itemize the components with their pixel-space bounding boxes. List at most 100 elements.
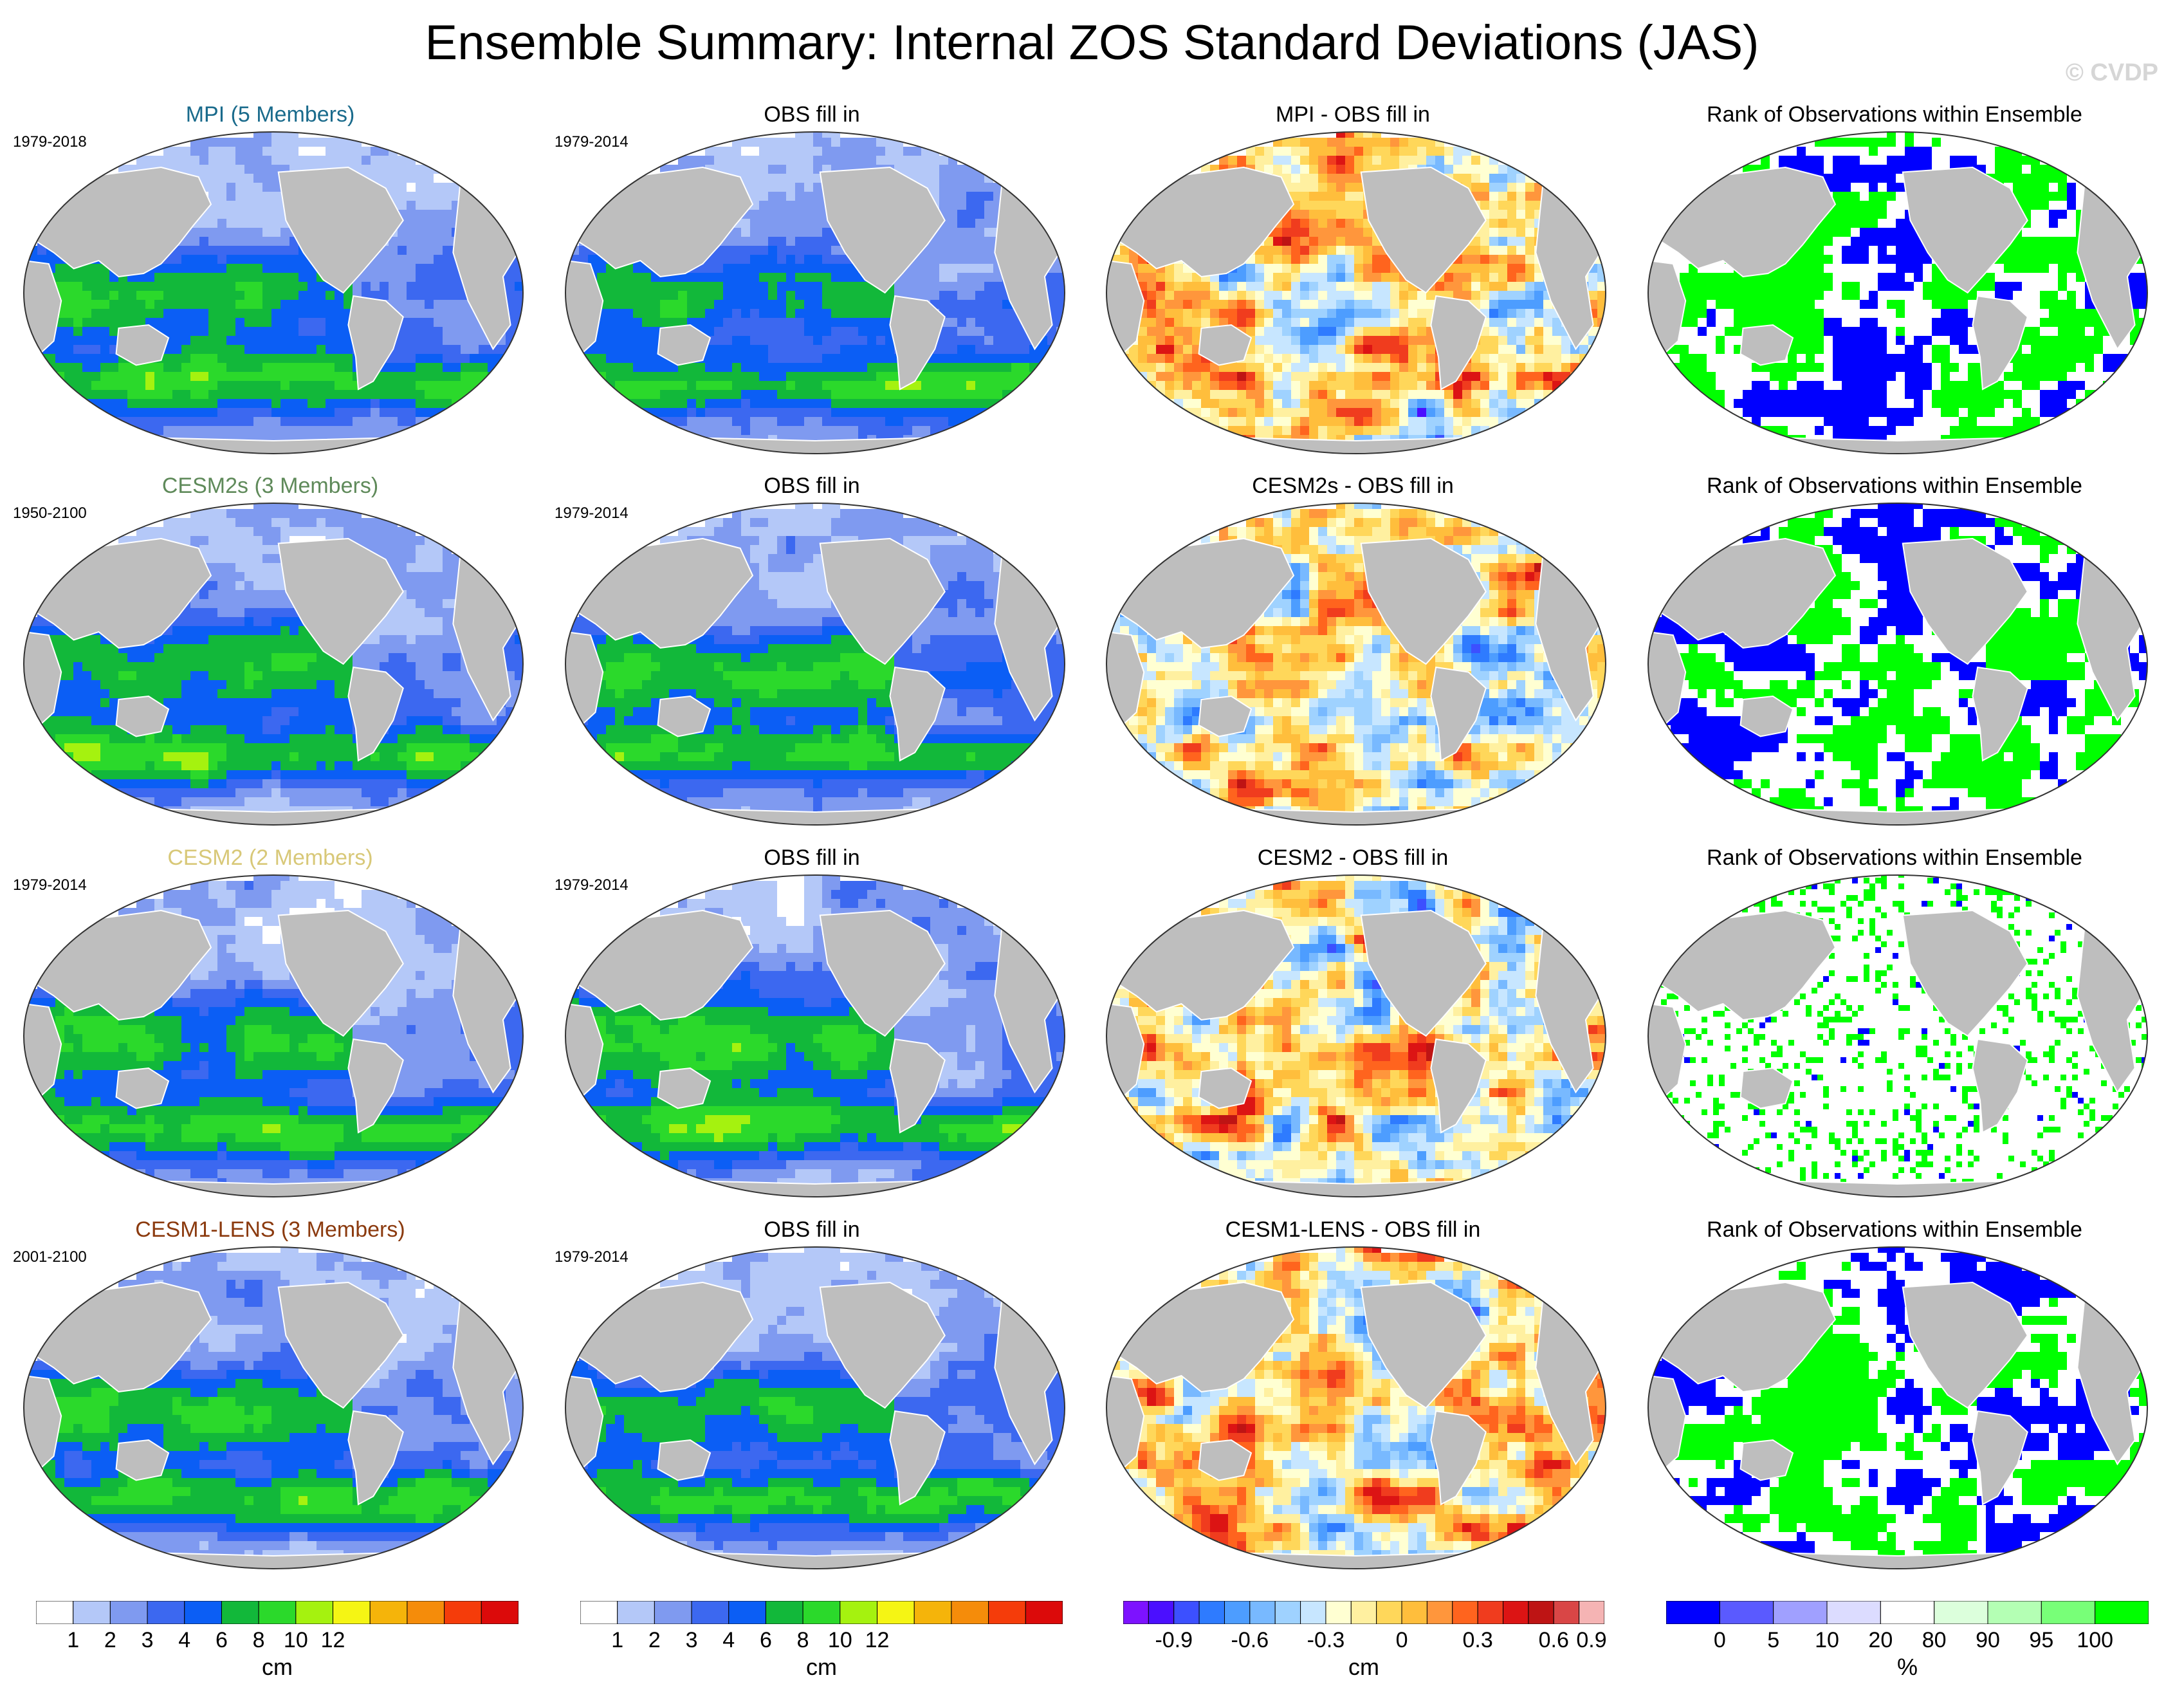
panel-title: CESM1-LENS - OBS fill in bbox=[1089, 1217, 1617, 1243]
colorbar-tick-label: 0 bbox=[1714, 1628, 1726, 1653]
colorbar-swatch bbox=[1720, 1601, 1773, 1624]
colorbar-unit: cm bbox=[806, 1654, 837, 1681]
colorbar-swatch bbox=[989, 1601, 1026, 1624]
colorbar-tick-label: 95 bbox=[2029, 1628, 2053, 1653]
ocean-field bbox=[19, 500, 528, 828]
world-map bbox=[561, 129, 1069, 457]
colorbar-tick-label: 10 bbox=[284, 1628, 308, 1653]
colorbar-tick-label: 0.9 bbox=[1576, 1628, 1606, 1653]
colorbar-swatch bbox=[1554, 1601, 1579, 1624]
panel-title: Rank of Observations within Ensemble bbox=[1631, 102, 2158, 127]
colorbar-swatch bbox=[1880, 1601, 1934, 1624]
ocean-field bbox=[1102, 500, 1610, 828]
colorbar-swatch bbox=[259, 1601, 296, 1624]
colorbar-swatch bbox=[2041, 1601, 2095, 1624]
colorbar-swatch bbox=[110, 1601, 147, 1624]
colorbar-swatch bbox=[1579, 1601, 1604, 1624]
world-map bbox=[561, 500, 1069, 828]
colorbar-tick-label: 6 bbox=[216, 1628, 228, 1653]
panel-title: MPI - OBS fill in bbox=[1089, 102, 1617, 127]
panel-title: CESM2 (2 Members) bbox=[6, 845, 534, 871]
panel-title: OBS fill in bbox=[548, 473, 1076, 499]
ocean-field bbox=[561, 129, 1069, 457]
colorbar-swatch bbox=[370, 1601, 407, 1624]
colorbar-swatch bbox=[296, 1601, 333, 1624]
colorbar-swatch bbox=[185, 1601, 222, 1624]
colorbar-swatch bbox=[1666, 1601, 1720, 1624]
panel-title: MPI (5 Members) bbox=[6, 102, 534, 127]
colorbar-swatch bbox=[2095, 1601, 2149, 1624]
colorbar-swatch bbox=[1478, 1601, 1503, 1624]
colorbar-swatch bbox=[840, 1601, 877, 1624]
colorbar-swatch bbox=[1453, 1601, 1478, 1624]
panel-title: CESM1-LENS (3 Members) bbox=[6, 1217, 534, 1243]
colorbar-swatch bbox=[1503, 1601, 1528, 1624]
colorbar-tick-label: 2 bbox=[648, 1628, 661, 1653]
colorbar-swatch bbox=[618, 1601, 655, 1624]
world-map bbox=[1102, 500, 1610, 828]
ocean-field bbox=[1644, 872, 2152, 1200]
colorbar-swatch bbox=[1988, 1601, 2041, 1624]
colorbar-tick-label: 8 bbox=[797, 1628, 809, 1653]
colorbar-swatch bbox=[1174, 1601, 1199, 1624]
colorbar-swatch bbox=[1148, 1601, 1173, 1624]
colorbar-swatch bbox=[1326, 1601, 1351, 1624]
colorbar-tick-label: 10 bbox=[828, 1628, 852, 1653]
colorbar-tick-label: 0.3 bbox=[1463, 1628, 1493, 1653]
colorbar-swatch bbox=[36, 1601, 73, 1624]
colorbar-tick-label: 4 bbox=[722, 1628, 735, 1653]
panel-title: OBS fill in bbox=[548, 1217, 1076, 1243]
colorbar-tick-label: -0.9 bbox=[1155, 1628, 1193, 1653]
colorbar-swatch bbox=[877, 1601, 915, 1624]
colorbar-swatch bbox=[221, 1601, 259, 1624]
panel-title: Rank of Observations within Ensemble bbox=[1631, 845, 2158, 871]
world-map bbox=[1644, 129, 2152, 457]
colorbar-swatch bbox=[1528, 1601, 1554, 1624]
world-map bbox=[561, 1244, 1069, 1572]
world-map bbox=[19, 500, 528, 828]
ocean-field bbox=[1102, 872, 1610, 1200]
colorbar-tick-label: -0.3 bbox=[1307, 1628, 1345, 1653]
colorbar-swatch bbox=[1250, 1601, 1275, 1624]
colorbar-swatch bbox=[914, 1601, 951, 1624]
colorbar-tick-label: 1 bbox=[611, 1628, 623, 1653]
ocean-field bbox=[561, 500, 1069, 828]
colorbar-tick-label: 80 bbox=[1922, 1628, 1947, 1653]
colorbar-tick-label: 90 bbox=[1976, 1628, 2000, 1653]
colorbar-tick-label: -0.6 bbox=[1231, 1628, 1269, 1653]
colorbar-swatch bbox=[803, 1601, 840, 1624]
colorbar-unit: cm bbox=[262, 1654, 293, 1681]
colorbar-swatches bbox=[36, 1601, 518, 1624]
colorbar-tick-label: 3 bbox=[686, 1628, 698, 1653]
colorbar-swatch bbox=[580, 1601, 618, 1624]
colorbar-swatch bbox=[1351, 1601, 1376, 1624]
colorbar-tick-label: 0 bbox=[1396, 1628, 1408, 1653]
colorbar-swatch bbox=[1199, 1601, 1224, 1624]
colorbar-tick-label: 1 bbox=[67, 1628, 79, 1653]
ocean-field bbox=[19, 129, 528, 457]
world-map bbox=[1644, 500, 2152, 828]
colorbar-unit: cm bbox=[1348, 1654, 1379, 1681]
ocean-field bbox=[1644, 129, 2152, 457]
colorbar-tick-label: 8 bbox=[253, 1628, 265, 1653]
ocean-field bbox=[1102, 1244, 1610, 1572]
colorbar-swatch bbox=[766, 1601, 803, 1624]
colorbar-swatch bbox=[481, 1601, 518, 1624]
colorbar-tick-label: 4 bbox=[178, 1628, 190, 1653]
ocean-field bbox=[1644, 500, 2152, 828]
colorbar-swatch bbox=[1224, 1601, 1249, 1624]
ocean-field bbox=[19, 872, 528, 1200]
colorbar-swatch bbox=[692, 1601, 729, 1624]
colorbar-swatch bbox=[407, 1601, 445, 1624]
colorbar-swatch bbox=[1774, 1601, 1827, 1624]
colorbar-swatch bbox=[147, 1601, 185, 1624]
colorbar-swatch bbox=[333, 1601, 371, 1624]
panel-title: Rank of Observations within Ensemble bbox=[1631, 473, 2158, 499]
ocean-field bbox=[1102, 129, 1610, 457]
panel-title: CESM2 - OBS fill in bbox=[1089, 845, 1617, 871]
colorbar-tick-label: 12 bbox=[865, 1628, 890, 1653]
colorbar-swatches bbox=[580, 1601, 1063, 1624]
colorbar-tick-label: 2 bbox=[104, 1628, 116, 1653]
